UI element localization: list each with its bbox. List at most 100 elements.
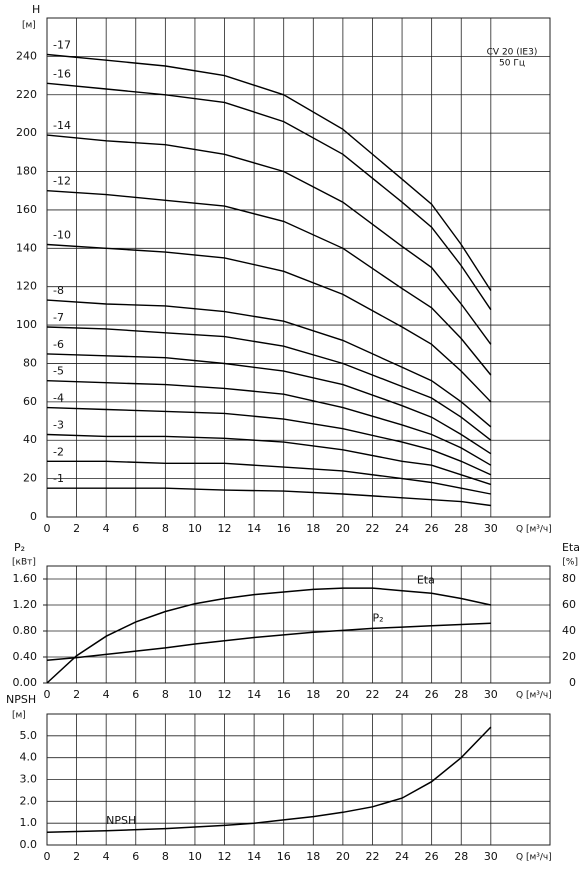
series-label: -8 [53, 284, 64, 297]
x-tick-label: 0 [44, 688, 51, 701]
x-tick-label: 28 [454, 522, 468, 535]
x-tick-label: 30 [484, 850, 498, 863]
y-tick-label: 40 [23, 433, 37, 446]
x-tick-label: 8 [162, 850, 169, 863]
x-tick-label: 14 [247, 850, 261, 863]
x-tick-label: 20 [336, 522, 350, 535]
y-tick-label: 1.60 [13, 572, 38, 585]
x-tick-label: 2 [73, 688, 80, 701]
x-tick-label: 0 [44, 850, 51, 863]
series-line [46, 326, 492, 441]
x-tick-label: 18 [306, 688, 320, 701]
series-label: -10 [53, 228, 71, 241]
y-tick-label: 1.20 [13, 598, 38, 611]
x-tick-label: 30 [484, 522, 498, 535]
series-label: NPSH [106, 814, 136, 827]
x-tick-label: 14 [247, 522, 261, 535]
series-label: -7 [53, 311, 64, 324]
x-tick-label: 6 [132, 688, 139, 701]
x-tick-label: 12 [218, 522, 232, 535]
y2-unit: [%] [562, 558, 578, 568]
x-tick-label: 28 [454, 850, 468, 863]
x-tick-label: 28 [454, 688, 468, 701]
x-tick-label: 22 [365, 850, 379, 863]
x-tick-label: 6 [132, 522, 139, 535]
x-tick-label: 8 [162, 522, 169, 535]
y2-tick-label: 20 [562, 650, 576, 663]
x-tick-label: 16 [277, 850, 291, 863]
y-tick-label: 0 [30, 510, 37, 523]
y-tick-label: 1.0 [20, 816, 38, 829]
series-label: -5 [53, 365, 64, 378]
annotation: 50 Гц [499, 59, 525, 69]
y-unit: [кВт] [12, 558, 36, 568]
x-tick-label: 12 [218, 850, 232, 863]
x-tick-label: 0 [44, 522, 51, 535]
series-label: -3 [53, 418, 64, 431]
series-line [46, 299, 492, 428]
series-line [47, 460, 491, 495]
x-tick-label: 16 [277, 688, 291, 701]
y-tick-label: 160 [16, 203, 37, 216]
y-tick-label: 140 [16, 241, 37, 254]
x-tick-label: 4 [103, 522, 110, 535]
x-tick-label: 4 [103, 688, 110, 701]
x-tick-label: 14 [247, 688, 261, 701]
plot-frame [46, 17, 551, 518]
y-unit: [м] [12, 711, 26, 721]
y-tick-label: 3.0 [20, 773, 38, 786]
x-tick-label: 26 [425, 850, 439, 863]
series-line [46, 622, 491, 662]
series-label: -1 [53, 472, 64, 485]
y-tick-label: 100 [16, 318, 37, 331]
series-label: -6 [53, 338, 64, 351]
series-line [46, 726, 492, 834]
x-tick-label: 10 [188, 522, 202, 535]
series-line [46, 134, 492, 345]
series-line [46, 353, 492, 455]
x-tick-label: 26 [425, 688, 439, 701]
x-tick-label: 20 [336, 688, 350, 701]
x-tick-label: 18 [306, 522, 320, 535]
y-label: P₂ [14, 541, 25, 554]
y-tick-label: 0.80 [13, 624, 38, 637]
y-tick-label: 240 [16, 49, 37, 62]
series-label: -12 [53, 175, 71, 188]
series-label: -14 [53, 119, 71, 132]
series-line [46, 53, 492, 291]
x-tick-label: 24 [395, 522, 409, 535]
x-tick-label: 12 [218, 688, 232, 701]
x-label: Q [м³/ч] [516, 853, 552, 863]
series-line [46, 380, 492, 466]
y-tick-label: 200 [16, 126, 37, 139]
y-tick-label: 120 [16, 280, 37, 293]
y-tick-label: 2.0 [20, 794, 38, 807]
series-line [46, 433, 492, 486]
y2-tick-label: 80 [562, 572, 576, 585]
x-tick-label: 10 [188, 688, 202, 701]
series-label: -2 [53, 445, 64, 458]
y-tick-label: 80 [23, 356, 37, 369]
series-line [47, 487, 491, 507]
y2-tick-label: 40 [562, 624, 576, 637]
series-line [46, 190, 492, 376]
x-tick-label: 4 [103, 850, 110, 863]
series-line [46, 82, 492, 311]
y-tick-label: 0.0 [20, 838, 38, 851]
x-tick-label: 24 [395, 850, 409, 863]
series-line [46, 243, 492, 403]
y-tick-label: 4.0 [20, 751, 38, 764]
y-tick-label: 180 [16, 165, 37, 178]
y-label: NPSH [6, 693, 36, 706]
series-label: -16 [53, 67, 71, 80]
y-tick-label: 60 [23, 395, 37, 408]
x-tick-label: 24 [395, 688, 409, 701]
annotation: CV 20 (IE3) [487, 48, 538, 58]
x-tick-label: 26 [425, 522, 439, 535]
x-tick-label: 2 [73, 850, 80, 863]
y-label: H [32, 3, 40, 16]
y-tick-label: 5.0 [20, 729, 38, 742]
x-tick-label: 30 [484, 688, 498, 701]
x-tick-label: 2 [73, 522, 80, 535]
